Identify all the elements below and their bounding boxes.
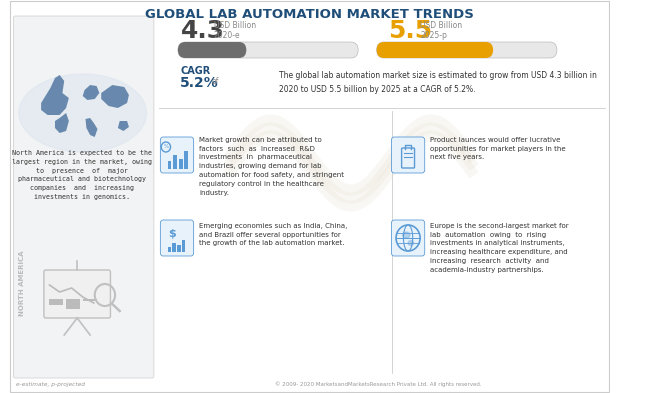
Bar — [181, 240, 185, 252]
Text: 2025-p: 2025-p — [420, 31, 447, 40]
Text: 5.5: 5.5 — [388, 19, 432, 43]
FancyBboxPatch shape — [178, 42, 246, 58]
FancyBboxPatch shape — [161, 137, 194, 173]
Polygon shape — [101, 85, 129, 108]
Text: Market growth can be attributed to
factors  such  as  Increased  R&D
investments: Market growth can be attributed to facto… — [199, 137, 344, 195]
FancyBboxPatch shape — [376, 42, 557, 58]
Ellipse shape — [402, 232, 410, 238]
FancyBboxPatch shape — [391, 220, 424, 256]
Text: 4.3: 4.3 — [181, 19, 225, 43]
Polygon shape — [55, 113, 69, 133]
Polygon shape — [83, 85, 99, 100]
Text: USD Billion: USD Billion — [420, 20, 462, 29]
Bar — [49, 299, 63, 305]
Ellipse shape — [408, 241, 413, 246]
Text: Emerging economies such as India, China,
and Brazil offer several opportunities : Emerging economies such as India, China,… — [199, 223, 348, 246]
Bar — [174, 155, 177, 169]
Text: © 2009- 2020 MarketsandMarketsResearch Private Ltd. All rights reserved.: © 2009- 2020 MarketsandMarketsResearch P… — [275, 381, 482, 387]
Text: Product launces would offer lucrative
opportunities for market players in the
ne: Product launces would offer lucrative op… — [430, 137, 566, 160]
FancyBboxPatch shape — [391, 137, 424, 173]
FancyBboxPatch shape — [178, 42, 358, 58]
Bar — [177, 245, 181, 252]
Bar — [66, 299, 80, 309]
Text: 5.2%: 5.2% — [180, 76, 218, 90]
Text: %: % — [163, 145, 168, 149]
Text: e-estimate, p-projected: e-estimate, p-projected — [16, 382, 85, 387]
Bar — [172, 243, 176, 252]
Text: NORTH AMERICA: NORTH AMERICA — [19, 250, 25, 316]
Polygon shape — [41, 75, 69, 115]
Text: CAGR: CAGR — [181, 66, 211, 76]
FancyBboxPatch shape — [376, 42, 493, 58]
Text: Europe is the second-largest market for
lab  automation  owing  to  rising
inves: Europe is the second-largest market for … — [430, 223, 569, 273]
Bar — [168, 247, 172, 252]
Text: North America is expected to be the
largest region in the market, owing
to  pres: North America is expected to be the larg… — [12, 150, 152, 200]
FancyBboxPatch shape — [14, 16, 154, 378]
Bar — [168, 161, 172, 169]
Bar — [185, 151, 188, 169]
Text: The global lab automation market size is estimated to grow from USD 4.3 billion : The global lab automation market size is… — [279, 71, 597, 94]
Text: $: $ — [168, 229, 176, 239]
FancyBboxPatch shape — [161, 220, 194, 256]
Text: of: of — [211, 77, 218, 86]
Text: GLOBAL LAB AUTOMATION MARKET TRENDS: GLOBAL LAB AUTOMATION MARKET TRENDS — [145, 7, 474, 20]
Text: USD Billion: USD Billion — [214, 20, 256, 29]
Bar — [179, 159, 183, 169]
Text: 2020-e: 2020-e — [214, 31, 240, 40]
Polygon shape — [86, 118, 97, 137]
FancyBboxPatch shape — [44, 270, 111, 318]
Ellipse shape — [19, 74, 146, 152]
Bar — [83, 299, 97, 301]
Polygon shape — [118, 121, 129, 131]
